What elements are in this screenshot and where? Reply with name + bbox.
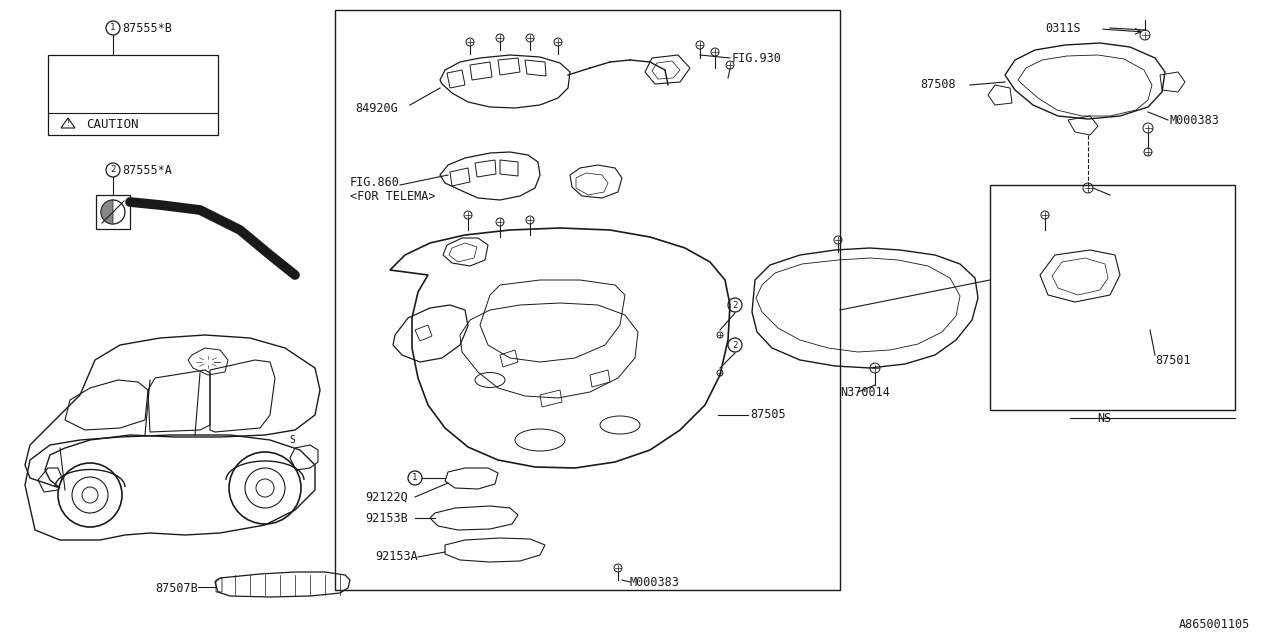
Text: M000383: M000383 [630, 575, 680, 589]
Text: M000383: M000383 [1170, 113, 1220, 127]
Text: 87505: 87505 [750, 408, 786, 422]
Text: 87555*A: 87555*A [122, 163, 172, 177]
Text: 1: 1 [412, 474, 417, 483]
Text: 84920G: 84920G [355, 102, 398, 115]
Text: 2: 2 [732, 340, 737, 349]
Text: <FOR TELEMA>: <FOR TELEMA> [349, 191, 435, 204]
Wedge shape [101, 200, 113, 224]
Text: 87555*B: 87555*B [122, 22, 172, 35]
Text: 87501: 87501 [1155, 353, 1190, 367]
Text: A865001105: A865001105 [1179, 618, 1251, 632]
Text: 87507B: 87507B [155, 582, 197, 595]
Text: S: S [289, 435, 294, 445]
Bar [989, 185, 1235, 410]
Text: FIG.860: FIG.860 [349, 177, 399, 189]
Text: 92153A: 92153A [375, 550, 417, 563]
Text: NS: NS [1097, 412, 1111, 424]
Text: 0311S: 0311S [1044, 22, 1080, 35]
Bar [96, 195, 131, 229]
Text: 2: 2 [732, 301, 737, 310]
Text: 92153B: 92153B [365, 511, 408, 525]
Text: !: ! [67, 118, 69, 127]
Text: 87508: 87508 [920, 79, 956, 92]
Text: 1: 1 [110, 24, 115, 33]
Bar [335, 10, 840, 590]
Text: N370014: N370014 [840, 385, 890, 399]
Text: 2: 2 [110, 166, 115, 175]
Text: 92122Q: 92122Q [365, 490, 408, 504]
Bar [49, 55, 218, 135]
Text: FIG.930: FIG.930 [732, 51, 782, 65]
Text: CAUTION: CAUTION [86, 118, 138, 131]
